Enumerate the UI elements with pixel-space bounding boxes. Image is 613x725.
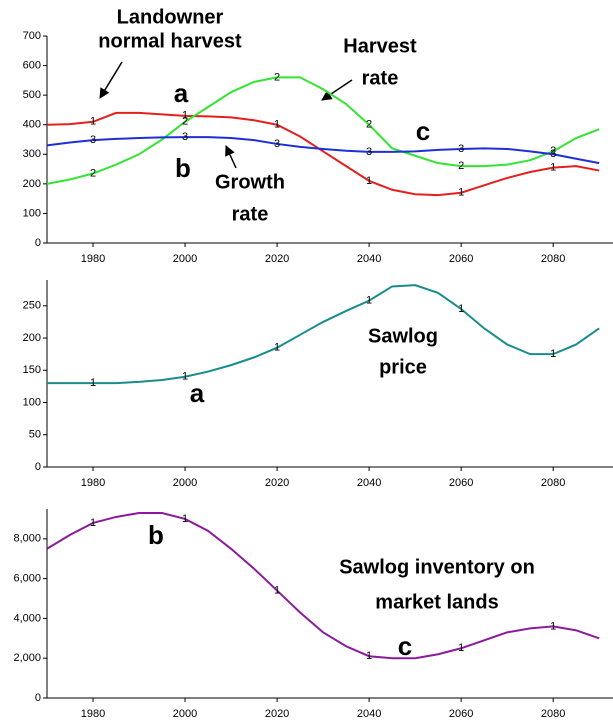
series-line bbox=[47, 284, 600, 385]
y-tick-label: 700 bbox=[23, 30, 41, 42]
x-tick-label: 1980 bbox=[81, 477, 105, 489]
x-tick-label: 1980 bbox=[81, 708, 105, 720]
series-line bbox=[46, 136, 600, 165]
y-tick-label: 100 bbox=[23, 396, 41, 408]
series-marker: 1 bbox=[182, 110, 188, 122]
series-marker: 3 bbox=[182, 131, 188, 143]
x-tick-label: 2060 bbox=[449, 477, 473, 489]
y-tick-label: 50 bbox=[29, 429, 41, 441]
series-marker: 1 bbox=[366, 175, 372, 187]
x-tick-label: 2020 bbox=[265, 253, 289, 265]
series-marker: 1 bbox=[274, 342, 280, 354]
x-tick-label: 2040 bbox=[357, 253, 381, 265]
series-marker: 1 bbox=[550, 620, 556, 632]
y-tick-label: 500 bbox=[23, 89, 41, 101]
annotation: rate bbox=[232, 203, 269, 225]
series-marker: 3 bbox=[458, 143, 464, 155]
x-tick-label: 2080 bbox=[541, 708, 565, 720]
x-tick-label: 1980 bbox=[81, 253, 105, 265]
arrow bbox=[225, 145, 237, 169]
annotation: Sawlog bbox=[368, 325, 438, 347]
y-tick-label: 0 bbox=[35, 237, 41, 249]
annotation: Landowner bbox=[117, 6, 224, 28]
annotation: normal harvest bbox=[98, 30, 242, 52]
x-tick-label: 2020 bbox=[265, 708, 289, 720]
y-tick-label: 2,000 bbox=[13, 652, 41, 664]
series-marker: 1 bbox=[458, 303, 464, 315]
series-marker: 2 bbox=[550, 145, 556, 157]
annotation: rate bbox=[362, 67, 399, 89]
arrow bbox=[321, 79, 353, 101]
x-tick-label: 2060 bbox=[449, 253, 473, 265]
annotation: Harvest bbox=[343, 35, 417, 57]
series-line bbox=[46, 511, 600, 660]
x-tick-label: 2000 bbox=[173, 477, 197, 489]
series-marker: 1 bbox=[366, 650, 372, 662]
series-marker: 3 bbox=[90, 134, 96, 146]
series-marker: 1 bbox=[550, 161, 556, 173]
y-tick-label: 200 bbox=[23, 178, 41, 190]
series-marker: 2 bbox=[458, 160, 464, 172]
x-tick-label: 2080 bbox=[541, 477, 565, 489]
series-marker: 3 bbox=[366, 146, 372, 158]
y-tick-label: 300 bbox=[23, 148, 41, 160]
y-tick-label: 400 bbox=[23, 119, 41, 131]
x-tick-label: 2000 bbox=[173, 708, 197, 720]
y-tick-label: 200 bbox=[23, 332, 41, 344]
annotation: price bbox=[379, 356, 427, 378]
annotation: a bbox=[190, 378, 205, 408]
series-marker: 1 bbox=[550, 348, 556, 360]
series-marker: 1 bbox=[90, 377, 96, 389]
annotation: c bbox=[416, 116, 430, 146]
annotation: Sawlog inventory on bbox=[339, 556, 535, 578]
x-tick-label: 2080 bbox=[541, 253, 565, 265]
series-marker: 1 bbox=[90, 517, 96, 529]
annotation: b bbox=[175, 153, 191, 183]
y-tick-label: 100 bbox=[23, 207, 41, 219]
y-tick-label: 150 bbox=[23, 364, 41, 376]
series-marker: 1 bbox=[182, 513, 188, 525]
series-marker: 3 bbox=[274, 138, 280, 150]
series-marker: 2 bbox=[274, 71, 280, 83]
y-tick-label: 600 bbox=[23, 59, 41, 71]
series-marker: 2 bbox=[366, 119, 372, 131]
x-tick-label: 2040 bbox=[357, 708, 381, 720]
annotation: Growth bbox=[215, 171, 285, 193]
x-tick-label: 2000 bbox=[173, 253, 197, 265]
y-tick-label: 6,000 bbox=[13, 573, 41, 585]
series-marker: 1 bbox=[90, 116, 96, 128]
y-tick-label: 250 bbox=[23, 300, 41, 312]
series-marker: 1 bbox=[274, 584, 280, 596]
series-marker: 1 bbox=[458, 642, 464, 654]
series-marker: 2 bbox=[182, 116, 188, 128]
y-tick-label: 4,000 bbox=[13, 612, 41, 624]
series-line bbox=[46, 76, 600, 185]
series-line bbox=[46, 111, 600, 197]
x-tick-label: 2040 bbox=[357, 477, 381, 489]
annotation: b bbox=[148, 520, 164, 550]
x-tick-label: 2020 bbox=[265, 477, 289, 489]
series-marker: 1 bbox=[366, 295, 372, 307]
series-marker: 1 bbox=[274, 119, 280, 131]
y-tick-label: 0 bbox=[35, 461, 41, 473]
series-marker: 2 bbox=[90, 167, 96, 179]
series-marker: 3 bbox=[550, 148, 556, 160]
y-tick-label: 0 bbox=[35, 692, 41, 704]
annotation: market lands bbox=[375, 591, 498, 613]
annotation: c bbox=[398, 631, 412, 661]
annotation: a bbox=[174, 78, 189, 108]
series-marker: 1 bbox=[458, 187, 464, 199]
arrow bbox=[99, 61, 123, 99]
x-tick-label: 2060 bbox=[449, 708, 473, 720]
y-tick-label: 8,000 bbox=[13, 533, 41, 545]
series-marker: 1 bbox=[182, 371, 188, 383]
